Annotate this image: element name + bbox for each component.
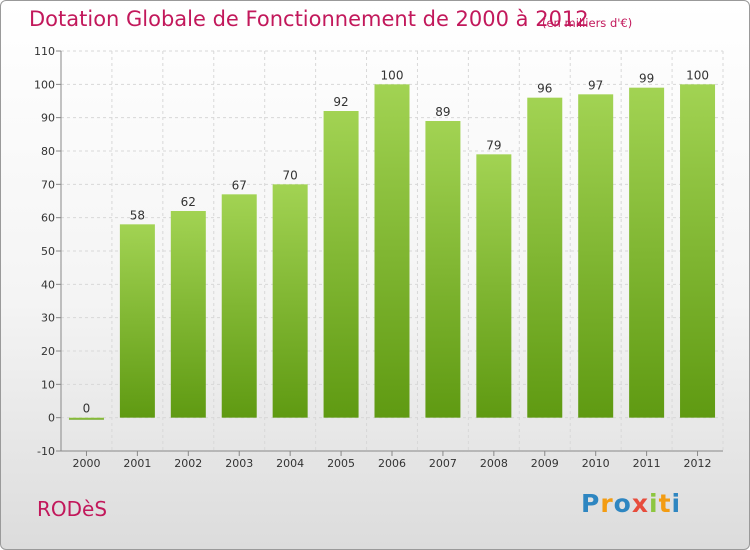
logo-letter: P <box>581 489 601 518</box>
y-tick-label: 20 <box>41 345 55 358</box>
bars <box>68 84 716 420</box>
x-tick-label: 2011 <box>633 457 661 470</box>
y-tick-label: 50 <box>41 245 55 258</box>
bar <box>578 94 614 418</box>
y-tick-label: 10 <box>41 378 55 391</box>
logo-letter: r <box>600 489 614 518</box>
bar-value-label: 100 <box>381 68 404 82</box>
x-tick-label: 2003 <box>225 457 253 470</box>
bar <box>221 194 257 418</box>
x-tick-label: 2000 <box>72 457 100 470</box>
bar-value-label: 58 <box>130 208 145 222</box>
x-tick-label: 2009 <box>531 457 559 470</box>
bar <box>170 211 206 418</box>
bar <box>680 84 716 418</box>
y-tick-label: 60 <box>41 212 55 225</box>
x-tick-label: 2004 <box>276 457 304 470</box>
labels: -10 0 10 20 30 40 50 60 70 80 90 100 110 0 2000 58 2001 6… <box>34 45 712 470</box>
y-tick-label: -10 <box>37 445 55 458</box>
bar-value-label: 97 <box>588 78 603 92</box>
x-tick-label: 2002 <box>174 457 202 470</box>
bar-value-label: 89 <box>435 105 450 119</box>
x-tick-label: 2001 <box>123 457 151 470</box>
y-tick-label: 40 <box>41 278 55 291</box>
chart-title: Dotation Globale de Fonctionnement de 20… <box>29 7 589 31</box>
bar <box>629 87 665 418</box>
x-tick-label: 2005 <box>327 457 355 470</box>
x-tick-label: 2008 <box>480 457 508 470</box>
chart-subtitle: (en milliers d'€) <box>542 16 633 30</box>
x-tick-label: 2010 <box>582 457 610 470</box>
bar-value-label: 79 <box>486 138 501 152</box>
y-tick-label: 0 <box>48 412 55 425</box>
y-tick-label: 30 <box>41 312 55 325</box>
bar-value-label: 70 <box>283 168 298 182</box>
y-tick-label: 80 <box>41 145 55 158</box>
logo-letter: i <box>649 489 659 518</box>
logo-letter: t <box>658 489 672 518</box>
commune-name: RODèS <box>37 497 108 521</box>
bar-value-label: 0 <box>83 402 91 416</box>
bar-value-label: 67 <box>232 178 247 192</box>
bar-value-label: 99 <box>639 72 654 86</box>
proxiti-logo: Proxiti <box>581 489 681 518</box>
x-tick-label: 2007 <box>429 457 457 470</box>
bar <box>527 97 563 418</box>
y-tick-label: 90 <box>41 112 55 125</box>
bar-value-label: 96 <box>537 82 552 96</box>
axes <box>56 50 723 456</box>
bar <box>119 224 155 418</box>
bar-value-label: 62 <box>181 195 196 209</box>
y-tick-label: 70 <box>41 178 55 191</box>
x-tick-label: 2012 <box>684 457 712 470</box>
y-tick-label: 100 <box>34 78 55 91</box>
logo-letter: x <box>631 489 649 518</box>
bar <box>323 111 359 418</box>
bar <box>476 154 512 418</box>
bar <box>425 121 461 418</box>
bar-value-label: 92 <box>333 95 348 109</box>
y-tick-label: 110 <box>34 45 55 58</box>
x-tick-label: 2006 <box>378 457 406 470</box>
bar <box>272 184 308 418</box>
bar-value-label: 100 <box>686 68 709 82</box>
bar <box>68 417 104 420</box>
bar <box>374 84 410 418</box>
logo-letter: i <box>671 489 682 518</box>
logo-letter: o <box>613 489 632 518</box>
